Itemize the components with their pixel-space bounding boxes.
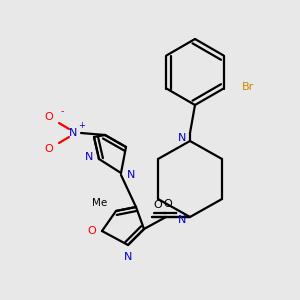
- Text: Br: Br: [242, 82, 254, 92]
- Text: N: N: [85, 152, 93, 162]
- Text: N: N: [178, 215, 186, 225]
- Text: -: -: [60, 106, 64, 116]
- Text: O: O: [45, 144, 53, 154]
- Text: O: O: [154, 200, 162, 210]
- Text: O: O: [45, 112, 53, 122]
- Text: Me: Me: [92, 198, 108, 208]
- Text: N: N: [178, 133, 186, 143]
- Text: N: N: [69, 128, 77, 138]
- Text: O: O: [164, 199, 172, 209]
- Text: +: +: [79, 122, 86, 130]
- Text: O: O: [88, 226, 96, 236]
- Text: N: N: [124, 252, 132, 262]
- Text: N: N: [127, 170, 135, 180]
